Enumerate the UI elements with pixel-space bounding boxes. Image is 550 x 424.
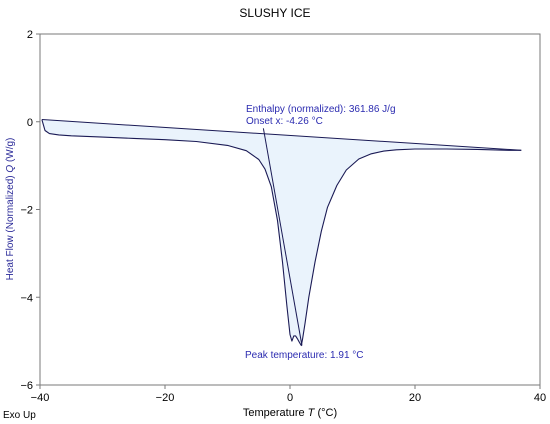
y-tick-label: −4 [20,292,33,304]
chart-title: SLUSHY ICE [239,6,310,20]
x-axis-label-name: Temperature [243,407,305,419]
x-axis: −40 −20 0 20 40 [31,385,546,404]
y-axis-label-name: Heat Flow (Normalized) [5,175,16,280]
baseline-line [41,119,522,151]
heat-flow-curve [41,119,522,347]
y-tick-label: 0 [27,117,33,129]
x-axis-label-unit: (°C) [317,407,337,419]
x-axis-label: Temperature T (°C) [243,407,337,419]
x-tick-label: −20 [156,392,175,404]
plot-area [39,33,541,386]
y-axis-label: Heat Flow (Normalized) Q (W/g) [5,138,16,281]
x-tick-label: 20 [409,392,421,404]
onset-tangent-line [262,128,303,346]
x-tick-label: 0 [287,392,293,404]
y-axis: 2 0 −2 −4 −6 [20,29,40,392]
x-tick-label: −40 [31,392,50,404]
y-tick-label: 2 [27,29,33,41]
y-axis-label-symbol: Q [5,165,16,173]
x-tick-label: 40 [534,392,546,404]
y-axis-label-unit: (W/g) [5,138,16,162]
y-tick-label: −6 [20,380,33,392]
x-axis-label-symbol: T [308,407,316,419]
enthalpy-annotation: Enthalpy (normalized): 361.86 J/g [246,104,396,115]
onset-annotation: Onset x: -4.26 °C [246,116,323,127]
peak-annotation: Peak temperature: 1.91 °C [245,350,364,361]
exo-up-label: Exo Up [3,410,36,421]
y-tick-label: −2 [20,205,33,217]
